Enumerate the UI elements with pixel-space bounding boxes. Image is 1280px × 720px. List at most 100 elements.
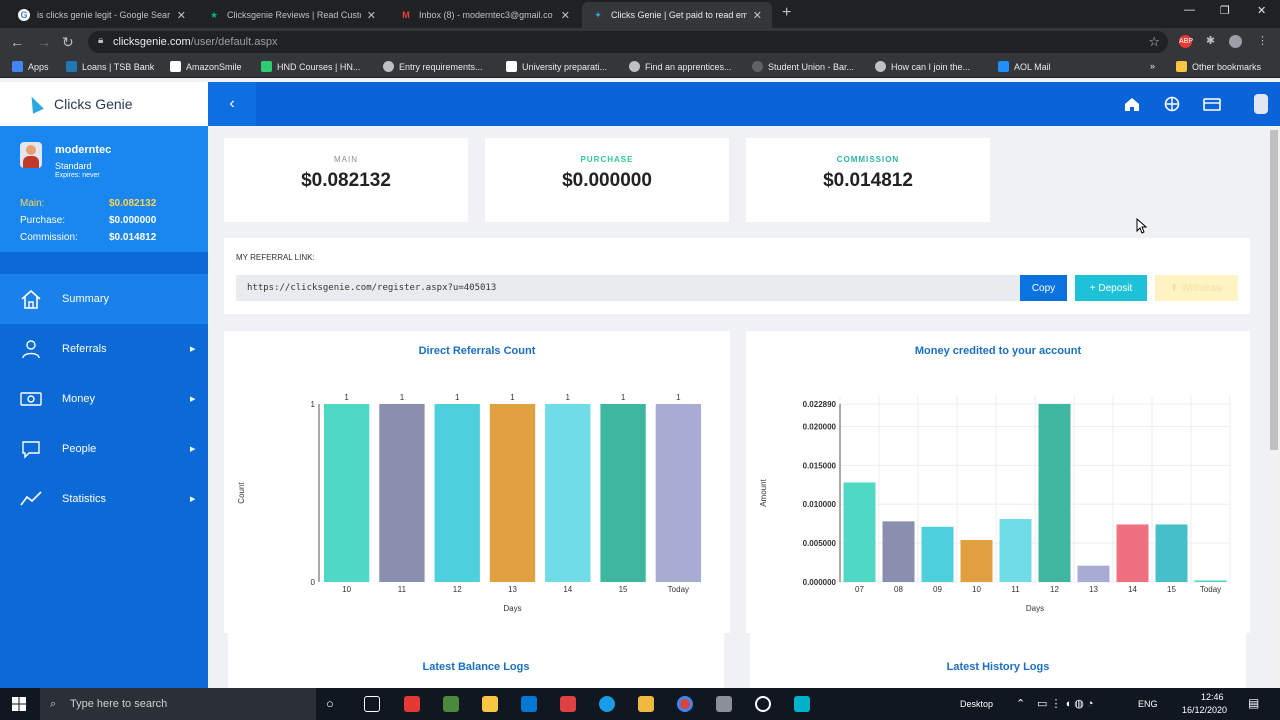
browser-tab[interactable]: G is clicks genie legit - Google Sear ✕: [8, 2, 196, 28]
clock-time[interactable]: 12:46: [1201, 692, 1224, 702]
collapse-sidebar-button[interactable]: ‹: [208, 82, 256, 126]
copy-button[interactable]: Copy: [1020, 275, 1067, 301]
stat-label: COMMISSION: [836, 155, 900, 164]
edge-icon[interactable]: [599, 696, 615, 712]
close-window-icon[interactable]: ✕: [1257, 5, 1267, 17]
y-tick-label: 0.010000: [803, 500, 837, 509]
google-icon: G: [18, 9, 30, 21]
union-icon: [752, 61, 763, 72]
bookmark-item[interactable]: AmazonSmile: [170, 61, 242, 72]
withdraw-button[interactable]: ⬆ Withdraw: [1155, 275, 1238, 301]
notifications-icon[interactable]: ▤: [1248, 696, 1260, 710]
file-explorer-icon[interactable]: [638, 696, 654, 712]
new-tab-icon[interactable]: +: [782, 4, 792, 21]
mail-icon[interactable]: [521, 696, 537, 712]
task-view-icon[interactable]: [364, 696, 380, 712]
adblock-icon[interactable]: ABP: [1179, 35, 1193, 48]
close-tab-icon[interactable]: ✕: [366, 9, 376, 22]
y-tick-label: 0.015000: [803, 461, 837, 470]
taskbar-search-input[interactable]: ⌕ Type here to search: [40, 688, 316, 720]
close-tab-icon[interactable]: ✕: [560, 9, 570, 22]
back-icon[interactable]: ←: [10, 34, 24, 50]
app-icon[interactable]: [794, 696, 810, 712]
extensions-icon[interactable]: ✱: [1205, 35, 1216, 47]
scrollbar-thumb[interactable]: [1270, 130, 1278, 450]
chrome-icon[interactable]: [677, 696, 693, 712]
omnibox[interactable]: 🔒︎ clicksgenie.com/user/default.aspx ☆: [88, 31, 1168, 53]
card-icon[interactable]: [1202, 94, 1222, 114]
x-tick-label: 14: [563, 585, 572, 594]
bookmark-item[interactable]: How can I join the...: [875, 61, 970, 72]
bookmark-item[interactable]: Loans | TSB Bank: [66, 61, 154, 72]
close-tab-icon[interactable]: ✕: [752, 9, 762, 22]
more-bookmarks-icon[interactable]: »: [1150, 61, 1156, 71]
sidebar-item-people[interactable]: People ▶: [0, 424, 208, 474]
desktop-toolbar[interactable]: Desktop: [960, 699, 994, 709]
bookmark-item[interactable]: Find an apprentices...: [629, 61, 732, 72]
user-avatar[interactable]: [1254, 94, 1268, 114]
referral-link-field[interactable]: https://clicksgenie.com/register.aspx?u=…: [236, 275, 1020, 301]
x-tick-label: Today: [668, 585, 689, 594]
windows-start-icon[interactable]: [12, 697, 26, 711]
language-indicator[interactable]: ENG: [1138, 699, 1158, 709]
app-icon[interactable]: [755, 696, 771, 712]
app-icon-red[interactable]: [404, 696, 420, 712]
windows-taskbar: ⌕ Type here to search ○ Desktop ⌃ ▭ ⋮ ◖ …: [0, 688, 1280, 720]
balance-logs-title: Latest Balance Logs: [422, 661, 530, 673]
brand-logo[interactable]: Clicks Genie: [0, 82, 208, 126]
browser-tab[interactable]: M Inbox (8) - moderntec3@gmail.co ✕: [390, 2, 580, 28]
minimize-icon[interactable]: —: [1184, 4, 1195, 16]
app-top-bar: ‹: [208, 82, 1280, 126]
other-bookmarks[interactable]: Other bookmarks: [1176, 61, 1261, 72]
restore-icon[interactable]: ❐: [1220, 5, 1230, 17]
forward-icon[interactable]: →: [37, 34, 51, 50]
app-icon[interactable]: [560, 696, 576, 712]
sidebar-item-statistics[interactable]: Statistics ▶: [0, 474, 208, 524]
browser-tab-active[interactable]: ✦ Clicks Genie | Get paid to read em ✕: [582, 2, 772, 28]
tray-icons[interactable]: ▭ ⋮ ◖ ◍ ◔: [1037, 698, 1094, 710]
x-tick-label: 11: [1011, 585, 1020, 594]
close-tab-icon[interactable]: ✕: [176, 9, 186, 22]
data-label: 1: [455, 393, 460, 402]
x-tick-label: 11: [398, 585, 407, 594]
bar: [1155, 524, 1188, 582]
bookmark-item[interactable]: Entry requirements...: [383, 61, 483, 72]
reload-icon[interactable]: ↻: [62, 34, 74, 50]
store-icon[interactable]: [482, 696, 498, 712]
bookmark-item[interactable]: HND Courses | HN...: [261, 61, 360, 72]
bookmark-star-icon[interactable]: ☆: [1148, 34, 1160, 49]
browser-menu-icon[interactable]: ⋮: [1257, 35, 1268, 47]
app-icon[interactable]: [716, 696, 732, 712]
bookmark-item[interactable]: University preparati...: [506, 61, 607, 72]
commission-balance-value: $0.014812: [109, 232, 157, 243]
tray-chevron-icon[interactable]: ⌃: [1016, 698, 1026, 710]
chevron-right-icon: ▶: [190, 446, 196, 453]
history-logs-card: Latest History Logs: [750, 631, 1246, 688]
browser-tab[interactable]: ★ Clicksgenie Reviews | Read Custo ✕: [198, 2, 386, 28]
data-label: 1: [621, 393, 626, 402]
sidebar-item-referrals[interactable]: Referrals ▶: [0, 324, 208, 374]
deposit-button[interactable]: + Deposit: [1075, 275, 1147, 301]
bar: [434, 404, 480, 582]
globe-icon[interactable]: [1162, 94, 1182, 114]
history-logs-title: Latest History Logs: [946, 661, 1050, 673]
y-tick-label: 0.020000: [803, 422, 837, 431]
main-balance-label: Main:: [20, 198, 45, 209]
cortana-icon[interactable]: ○: [326, 696, 334, 711]
app-icon-green[interactable]: [443, 696, 459, 712]
bookmark-item[interactable]: Student Union - Bar...: [752, 61, 854, 72]
bookmark-item[interactable]: AOL Mail: [998, 61, 1051, 72]
bookmark-apps[interactable]: Apps: [12, 61, 49, 72]
tab-title: is clicks genie legit - Google Sear: [37, 10, 171, 20]
sidebar-item-summary[interactable]: Summary: [0, 274, 208, 324]
clock-date[interactable]: 16/12/2020: [1182, 705, 1228, 715]
home-icon[interactable]: [1122, 94, 1142, 114]
trustpilot-icon: ★: [209, 10, 219, 20]
sidebar-item-label: Money: [62, 393, 96, 405]
data-label: 1: [566, 393, 571, 402]
sidebar-item-money[interactable]: Money ▶: [0, 374, 208, 424]
bar: [600, 404, 646, 582]
page-scrollbar[interactable]: [1268, 126, 1280, 688]
bar: [1116, 524, 1149, 582]
profile-avatar[interactable]: [1229, 35, 1242, 48]
